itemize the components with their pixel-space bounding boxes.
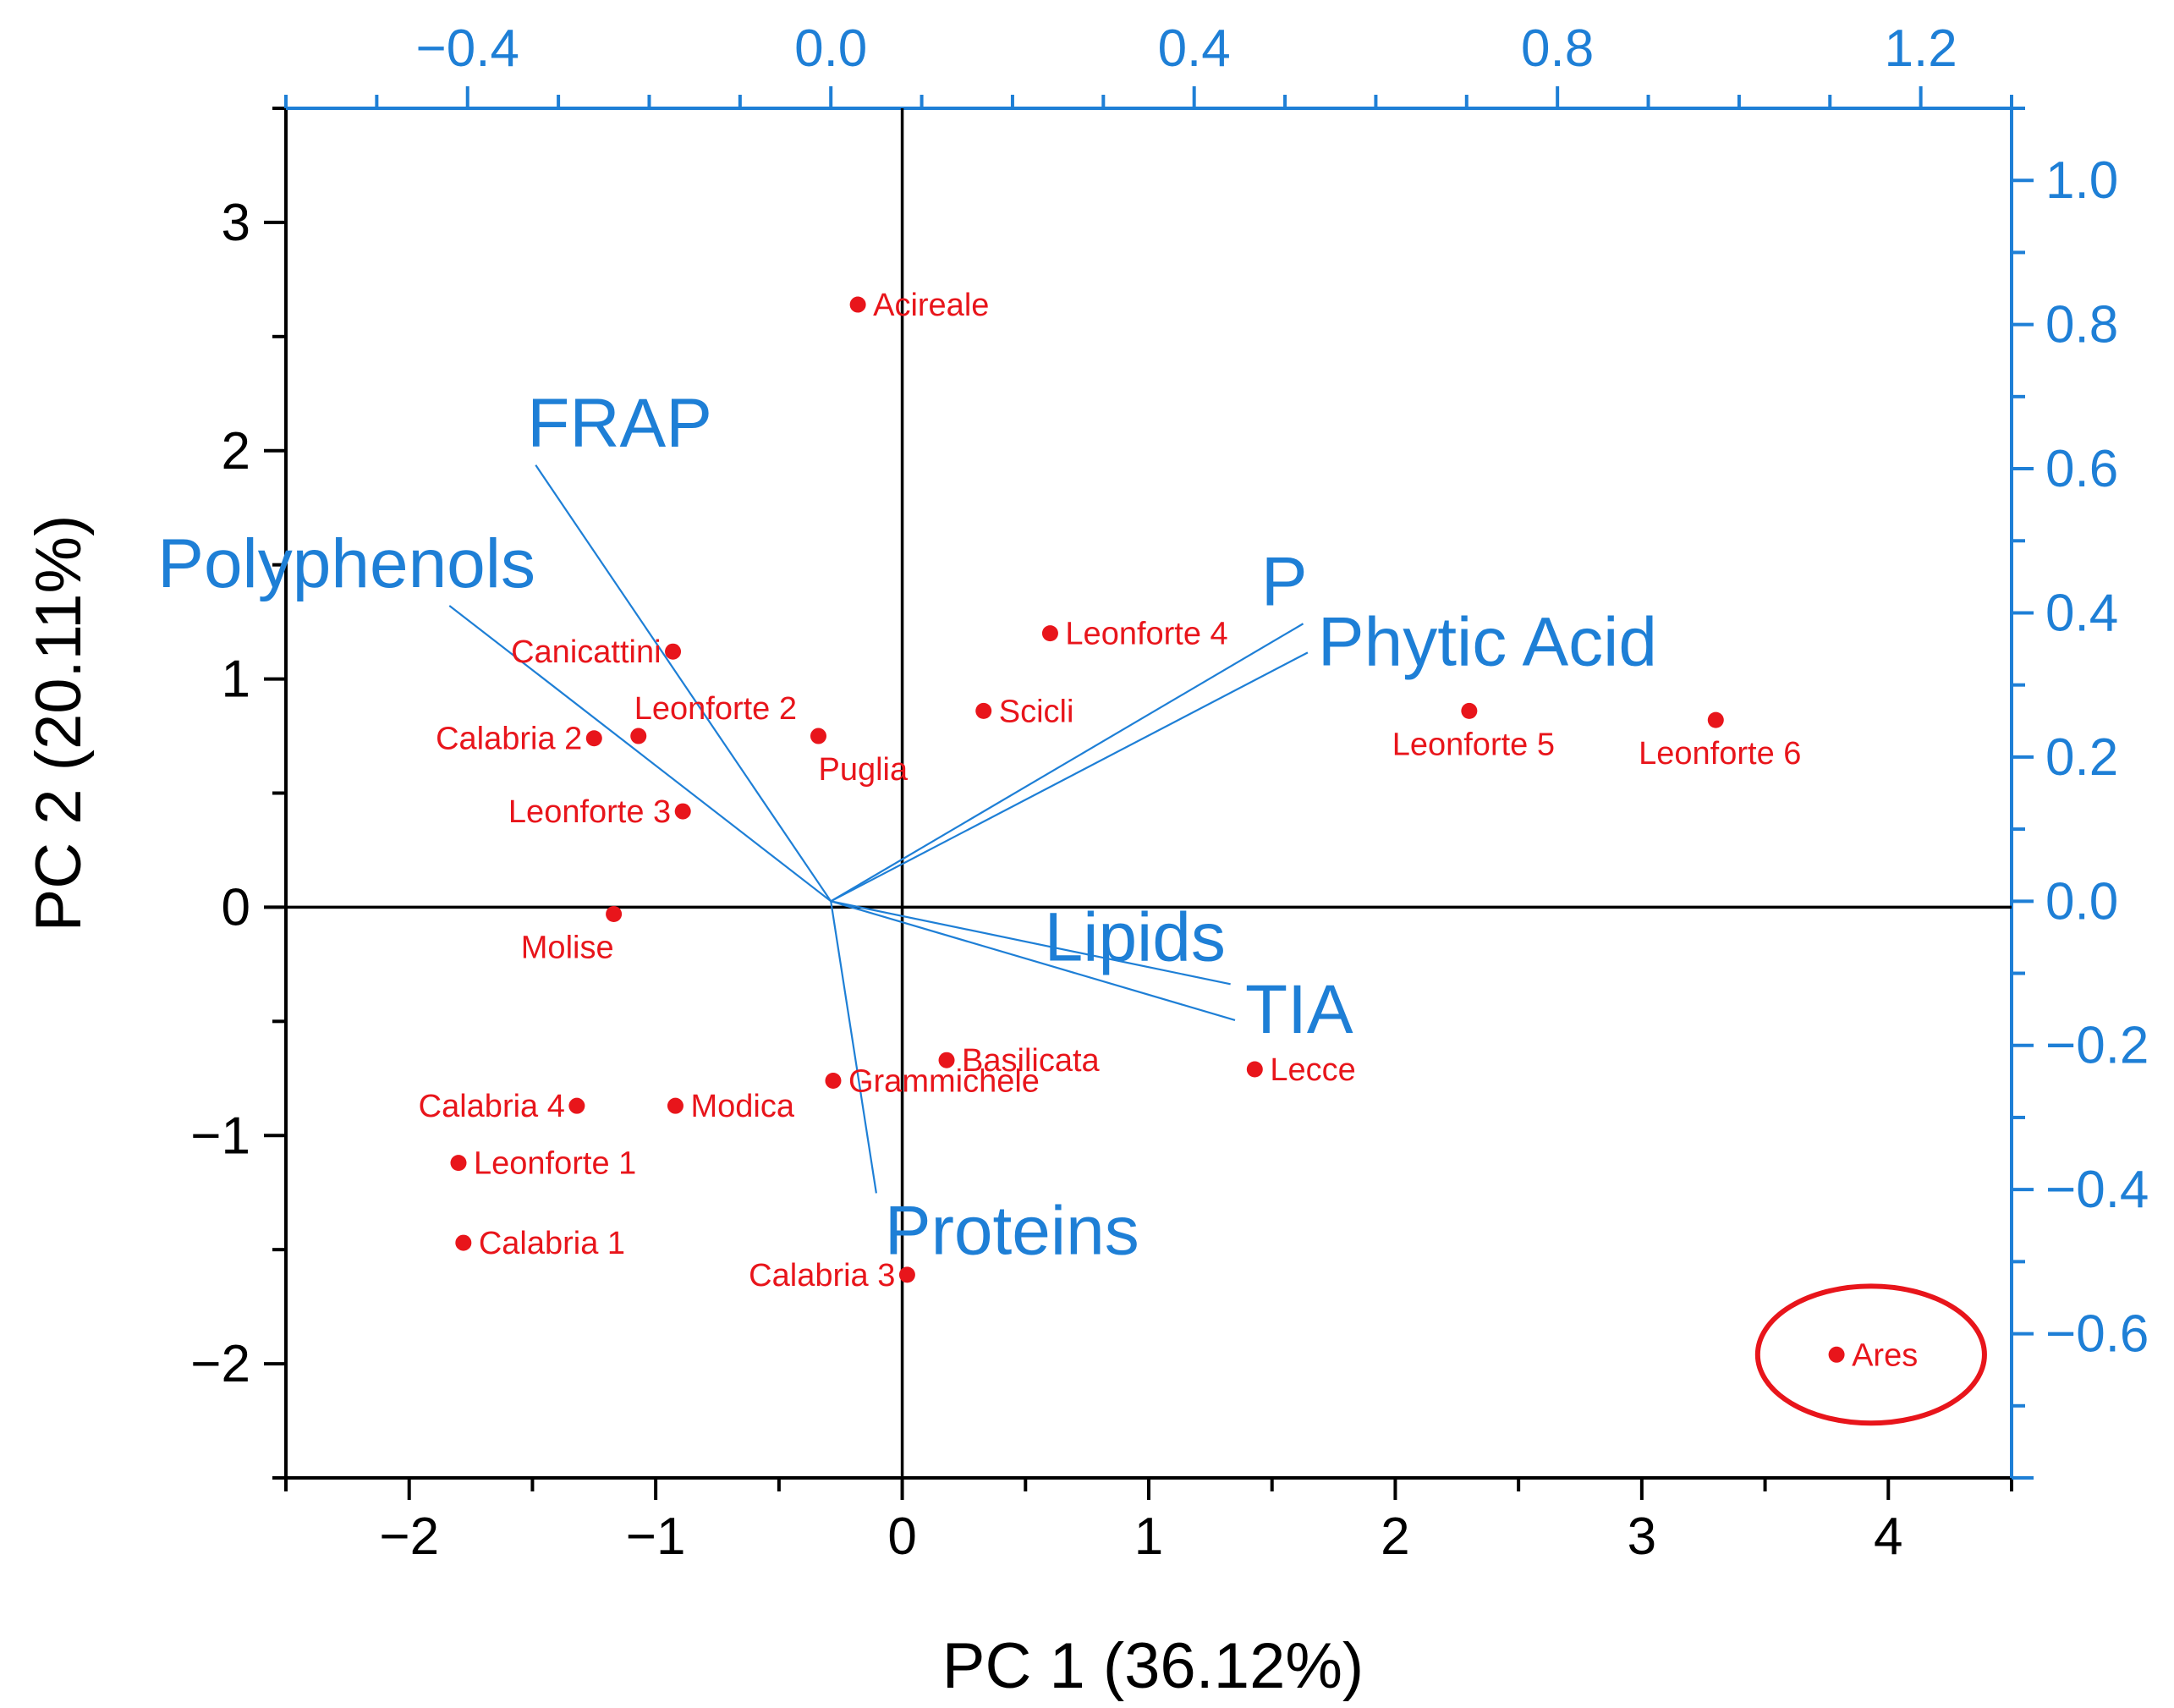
score-label: Lecce <box>1270 1052 1355 1088</box>
x-tick-label: 3 <box>1628 1508 1656 1566</box>
right-tick-label: −0.2 <box>2045 1017 2149 1075</box>
right-tick-label: −0.6 <box>2045 1305 2149 1364</box>
score-point <box>606 906 623 923</box>
score-label: Leonforte 3 <box>508 794 671 830</box>
loading-vector <box>830 901 877 1194</box>
score-label: Acireale <box>873 288 989 323</box>
x-tick-label: −2 <box>379 1508 439 1566</box>
score-label: Canicattini <box>511 634 661 670</box>
top-tick-label: 0.0 <box>794 19 867 78</box>
x-tick-label: 0 <box>887 1508 916 1566</box>
right-tick-label: 0.6 <box>2045 440 2118 498</box>
loading-vector <box>830 623 1304 903</box>
score-label: Molise <box>521 931 614 966</box>
score-point <box>674 803 691 820</box>
score-label: Calabria 2 <box>436 722 582 757</box>
loading-vector <box>448 605 832 903</box>
loading-vector <box>830 900 1231 986</box>
y-tick-label: −1 <box>190 1107 250 1165</box>
score-point <box>665 643 682 660</box>
score-point <box>849 296 866 313</box>
score-point <box>667 1097 683 1114</box>
score-point <box>1246 1061 1263 1078</box>
score-label: Leonforte 4 <box>1065 617 1227 652</box>
x-tick-label: 4 <box>1874 1508 1902 1566</box>
score-label: Calabria 4 <box>419 1089 565 1124</box>
right-tick-label: 0.2 <box>2045 728 2118 787</box>
score-points: Acireale Canicattini Leonforte 4 Leonforte … <box>419 288 1987 1426</box>
loading-label: Polyphenols <box>157 525 535 602</box>
score-label: Puglia <box>818 752 908 788</box>
y-tick-label: 1 <box>222 651 250 709</box>
score-label: Grammichele <box>848 1063 1040 1099</box>
score-point <box>455 1234 472 1251</box>
score-point <box>1041 625 1058 642</box>
score-point <box>450 1155 467 1172</box>
score-label: Ares <box>1852 1337 1918 1373</box>
loading-label: Proteins <box>885 1192 1139 1269</box>
x-tick-label: −1 <box>626 1508 686 1566</box>
score-label: Leonforte 1 <box>474 1146 636 1182</box>
score-point <box>1707 711 1724 728</box>
top-tick-label: 1.2 <box>1885 19 1957 78</box>
score-point <box>938 1052 955 1068</box>
top-tick-label: 0.4 <box>1158 19 1231 78</box>
score-label: Modica <box>690 1089 794 1124</box>
axes-layer: −2 −1 0 1 2 3 4 −2 −1 0 1 2 3 −0.4 0.0 0.4 0.8 1.2 1.0 0.8 0… <box>190 19 2149 1566</box>
right-tick-label: 0.0 <box>2045 872 2118 931</box>
highlight-ellipse <box>1754 1283 1987 1426</box>
y-tick-label: 0 <box>222 878 250 936</box>
score-point <box>1828 1346 1845 1363</box>
score-point <box>898 1266 915 1283</box>
loading-label: Phytic Acid <box>1318 603 1657 680</box>
y-axis-title: PC 2 (20.11%) <box>23 515 95 932</box>
score-label: Leonforte 5 <box>1392 727 1555 762</box>
loading-vector <box>830 651 1309 903</box>
score-point <box>975 702 992 719</box>
x-tick-label: 2 <box>1381 1508 1409 1566</box>
top-tick-label: −0.4 <box>416 19 519 78</box>
score-point <box>1461 702 1478 719</box>
loading-label: FRAP <box>527 385 712 462</box>
score-point <box>630 728 647 744</box>
top-tick-label: 0.8 <box>1521 19 1594 78</box>
right-tick-label: 1.0 <box>2045 151 2118 210</box>
loading-vector <box>535 464 832 902</box>
x-tick-label: 1 <box>1134 1508 1163 1566</box>
score-label: Basilicata <box>962 1043 1100 1079</box>
score-point <box>568 1097 585 1114</box>
loading-label: Lipids <box>1045 898 1226 975</box>
y-tick-label: −2 <box>190 1335 250 1393</box>
y-tick-label: 3 <box>222 194 250 252</box>
score-point <box>585 730 602 747</box>
score-label: Calabria 1 <box>479 1226 625 1261</box>
y-tick-label: 2 <box>222 422 250 481</box>
right-tick-label: 0.8 <box>2045 296 2118 354</box>
right-tick-label: −0.4 <box>2045 1161 2149 1219</box>
score-point <box>810 728 826 744</box>
x-axis-title: PC 1 (36.12%) <box>942 1630 1364 1702</box>
score-label: Calabria 3 <box>749 1258 895 1293</box>
loading-label: P <box>1261 543 1308 620</box>
right-tick-label: 0.4 <box>2045 584 2118 642</box>
score-label: Leonforte 2 <box>634 691 797 727</box>
loading-label: TIA <box>1245 971 1353 1048</box>
score-label: Scicli <box>999 694 1074 729</box>
score-point <box>825 1072 842 1089</box>
score-label: Leonforte 6 <box>1639 736 1801 772</box>
loading-vector <box>830 900 1236 1021</box>
